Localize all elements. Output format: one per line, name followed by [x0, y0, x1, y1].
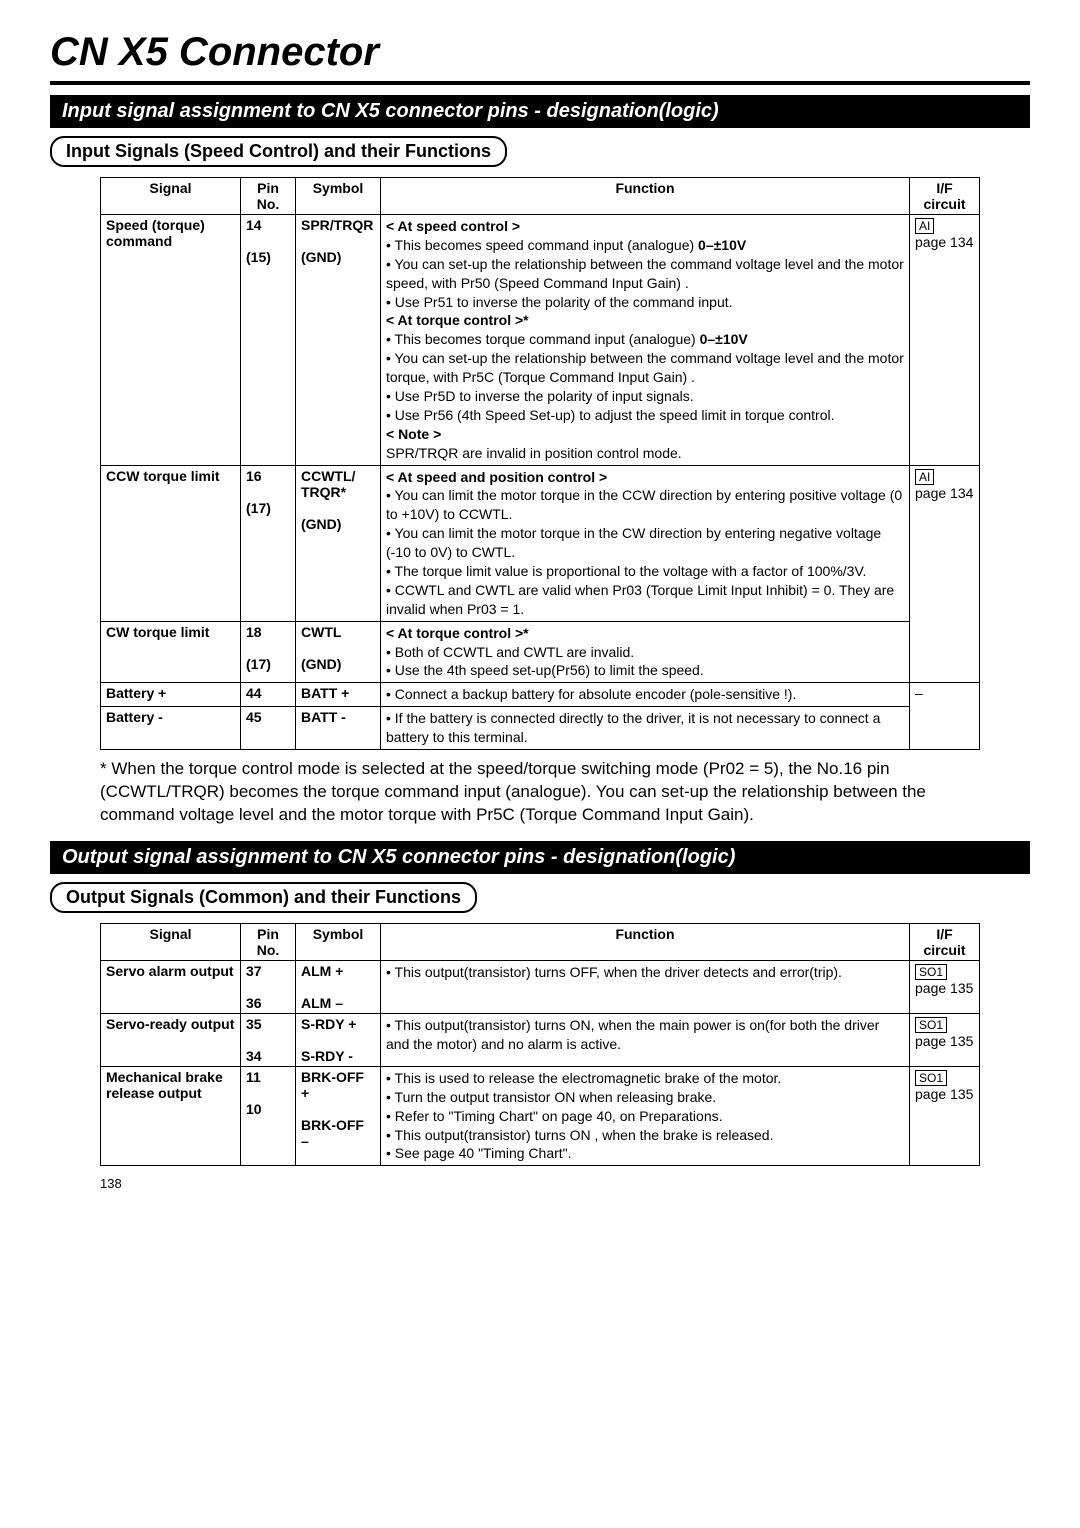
th-pin: Pin No. — [241, 923, 296, 960]
th-signal: Signal — [101, 923, 241, 960]
signal-cell: Servo-ready output — [101, 1013, 241, 1066]
symbol-cell: CCWTL/TRQR*(GND) — [296, 465, 381, 621]
section2-bar: Output signal assignment to CN X5 connec… — [50, 841, 1030, 874]
title-rule — [50, 81, 1030, 85]
pin-cell: 45 — [241, 707, 296, 750]
section2-sub: Output Signals (Common) and their Functi… — [50, 882, 477, 913]
pin-cell: 3534 — [241, 1013, 296, 1066]
symbol-cell: CWTL(GND) — [296, 621, 381, 683]
output-signals-table: Signal Pin No. Symbol Function I/F circu… — [100, 923, 980, 1166]
function-cell: • This output(transistor) turns OFF, whe… — [381, 960, 910, 1013]
th-if: I/F circuit — [910, 178, 980, 215]
function-cell: • Connect a backup battery for absolute … — [381, 683, 910, 707]
th-symbol: Symbol — [296, 923, 381, 960]
signal-cell: Battery - — [101, 707, 241, 750]
function-cell: < At speed control >• This becomes speed… — [381, 215, 910, 466]
if-circuit-cell: SO1page 135 — [910, 1066, 980, 1165]
symbol-cell: BATT + — [296, 683, 381, 707]
symbol-cell: SPR/TRQR(GND) — [296, 215, 381, 466]
section1-sub: Input Signals (Speed Control) and their … — [50, 136, 507, 167]
function-cell: • This output(transistor) turns ON, when… — [381, 1013, 910, 1066]
function-cell: < At speed and position control >• You c… — [381, 465, 910, 621]
if-circuit-cell: SO1page 135 — [910, 1013, 980, 1066]
if-circuit-cell: SO1page 135 — [910, 960, 980, 1013]
th-signal: Signal — [101, 178, 241, 215]
symbol-cell: BATT - — [296, 707, 381, 750]
page-title: CN X5 Connector — [50, 30, 1030, 75]
section1-bar: Input signal assignment to CN X5 connect… — [50, 95, 1030, 128]
if-circuit-cell: AIpage 134 — [910, 215, 980, 466]
signal-cell: Servo alarm output — [101, 960, 241, 1013]
page-number: 138 — [100, 1176, 1030, 1191]
pin-cell: 1110 — [241, 1066, 296, 1165]
symbol-cell: S-RDY +S-RDY - — [296, 1013, 381, 1066]
if-circuit-cell: AIpage 134 — [910, 465, 980, 683]
signal-cell: Speed (torque) command — [101, 215, 241, 466]
th-func: Function — [381, 178, 910, 215]
signal-cell: Mechanical brake release output — [101, 1066, 241, 1165]
signal-cell: Battery + — [101, 683, 241, 707]
pin-cell: 44 — [241, 683, 296, 707]
signal-cell: CCW torque limit — [101, 465, 241, 621]
input-signals-table: Signal Pin No. Symbol Function I/F circu… — [100, 177, 980, 750]
symbol-cell: BRK-OFF +BRK-OFF – — [296, 1066, 381, 1165]
th-if: I/F circuit — [910, 923, 980, 960]
th-pin: Pin No. — [241, 178, 296, 215]
function-cell: < At torque control >*• Both of CCWTL an… — [381, 621, 910, 683]
pin-cell: 16(17) — [241, 465, 296, 621]
pin-cell: 3736 — [241, 960, 296, 1013]
th-func: Function — [381, 923, 910, 960]
if-circuit-cell: – — [910, 683, 980, 750]
th-symbol: Symbol — [296, 178, 381, 215]
symbol-cell: ALM +ALM – — [296, 960, 381, 1013]
pin-cell: 14(15) — [241, 215, 296, 466]
function-cell: • This is used to release the electromag… — [381, 1066, 910, 1165]
section1-footnote: * When the torque control mode is select… — [100, 758, 980, 827]
pin-cell: 18(17) — [241, 621, 296, 683]
function-cell: • If the battery is connected directly t… — [381, 707, 910, 750]
signal-cell: CW torque limit — [101, 621, 241, 683]
